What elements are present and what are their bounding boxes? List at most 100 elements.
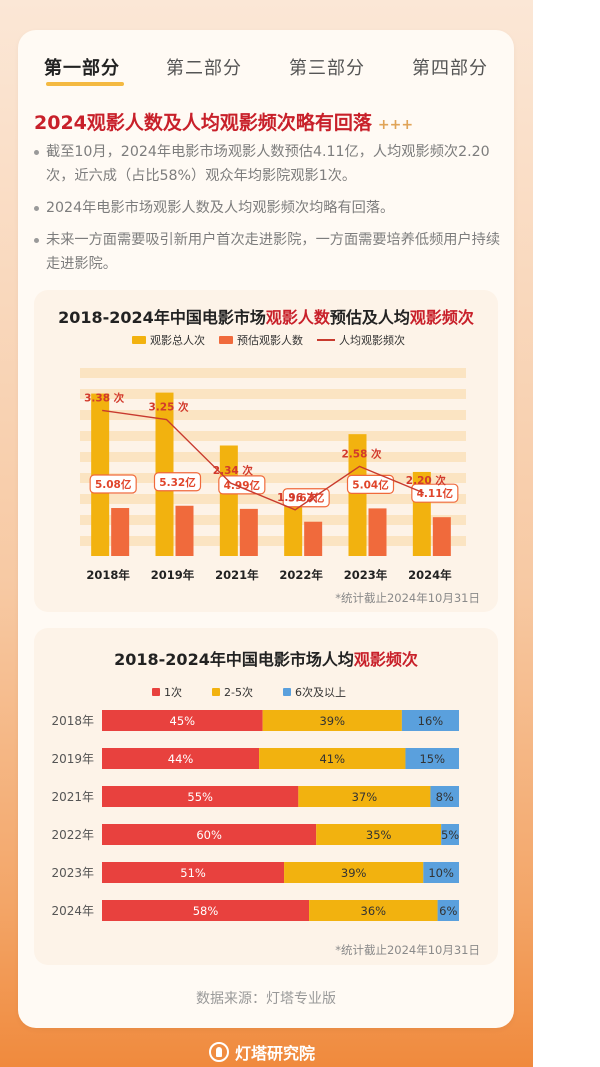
legend-item: 预估观影人数	[219, 332, 303, 348]
line-label: 3.38 次	[84, 391, 125, 404]
legend-swatch	[219, 336, 233, 344]
tab-part-2[interactable]: 第二部分	[166, 58, 242, 79]
section-tabs: 第一部分 第二部分 第三部分 第四部分	[18, 38, 514, 88]
segment-label: 35%	[366, 828, 392, 842]
segment-label: 58%	[193, 904, 219, 918]
frequency-chart-panel: 2018-2024年中国电影市场人均观影频次 1次 2-5次 6次及以上 201…	[34, 628, 498, 965]
grid-band	[80, 410, 466, 420]
grid-band	[80, 473, 466, 483]
data-label-box	[218, 475, 266, 495]
data-label-box	[89, 474, 137, 494]
grid-band	[80, 515, 466, 525]
y-tick-label: 2019年	[51, 752, 94, 766]
segment-label: 44%	[168, 752, 194, 766]
stack-segment-1	[102, 862, 285, 883]
legend-item: 观影总人次	[132, 332, 205, 348]
audience-chart-title: 2018-2024年中国电影市场观影人数预估及人均观影频次	[34, 304, 498, 328]
bar-audience-estimate	[111, 508, 130, 556]
legend-label: 预估观影人数	[237, 334, 303, 347]
title-highlight: 观影频次	[353, 650, 418, 669]
title-highlight: 观影人数	[265, 308, 330, 327]
stack-segment-1	[102, 824, 317, 845]
title-part: 2018-2024年中国电影市场	[58, 308, 266, 327]
y-tick-label: 2018年	[51, 714, 94, 728]
audience-chart: 5.08亿 2018年 5.32亿 2019年 4.99亿 2021年 3.63亿 2022年…	[80, 368, 466, 582]
y-tick-label: 2022年	[51, 828, 94, 842]
data-label: 5.32亿	[159, 476, 196, 489]
brand-logo: 灯塔研究院	[209, 1040, 315, 1064]
stack-segment-1	[102, 748, 260, 769]
bullet-list: 截至10月，2024年电影市场观影人数预估4.11亿，人均观影频次2.20次，近…	[34, 140, 502, 284]
x-tick-label: 2021年	[215, 568, 259, 582]
chart-note: *统计截止2024年10月31日	[335, 591, 480, 605]
data-label-box	[153, 472, 202, 492]
legend-item: 2-5次	[212, 684, 253, 700]
title-part: 预估及人均	[329, 308, 410, 327]
audience-chart-panel: 2018-2024年中国电影市场观影人数预估及人均观影频次 观影总人次 预估观影…	[34, 290, 498, 612]
legend-label: 人均观影频次	[339, 334, 405, 347]
legend-swatch	[282, 688, 291, 696]
chart-note: *统计截止2024年10月31日	[335, 943, 480, 957]
data-label-box	[411, 483, 459, 503]
stack-segment-2	[284, 862, 424, 883]
segment-label: 16%	[418, 714, 444, 728]
x-tick-label: 2019年	[151, 568, 195, 582]
stack-segment-3	[401, 710, 459, 731]
grid-band	[80, 431, 466, 441]
section-headline: 2024观影人数及人均观影频次略有回落 +++	[34, 108, 413, 135]
title-part: 2018-2024年中国电影市场人均	[114, 650, 354, 669]
bullet-item: 2024年电影市场观影人数及人均观影频次均略有回落。	[34, 196, 502, 220]
data-label: 4.11亿	[417, 487, 454, 500]
stack-segment-3	[441, 824, 459, 845]
segment-label: 15%	[419, 752, 445, 766]
legend-label: 6次及以上	[294, 686, 346, 699]
frequency-chart-title: 2018-2024年中国电影市场人均观影频次	[34, 646, 498, 670]
tab-part-4[interactable]: 第四部分	[412, 58, 488, 79]
headline-text: 2024观影人数及人均观影频次略有回落	[34, 112, 372, 134]
grid-band	[80, 452, 466, 462]
line-label: 1.96 次	[277, 491, 318, 504]
stack-segment-2	[262, 710, 402, 731]
legend-item: 6次及以上	[282, 684, 346, 700]
frequency-chart-legend: 1次 2-5次 6次及以上	[152, 684, 346, 700]
segment-label: 5%	[441, 828, 459, 842]
tab-part-1[interactable]: 第一部分	[44, 58, 120, 79]
segment-label: 10%	[428, 866, 454, 880]
legend-label: 1次	[164, 686, 182, 699]
stack-segment-3	[405, 748, 459, 769]
data-label-box	[282, 488, 330, 508]
stack-segment-1	[102, 900, 310, 921]
grid-band	[80, 494, 466, 504]
x-tick-label: 2018年	[86, 568, 130, 582]
stack-segment-3	[430, 786, 459, 807]
data-label: 3.63亿	[288, 492, 325, 505]
stack-segment-2	[298, 786, 431, 807]
audience-chart-legend: 观影总人次 预估观影人数 人均观影频次	[132, 332, 405, 348]
y-tick-label: 2021年	[51, 790, 94, 804]
bullet-item: 截至10月，2024年电影市场观影人数预估4.11亿，人均观影频次2.20次，近…	[34, 140, 502, 188]
bar-audience-estimate	[304, 521, 323, 556]
bar-total-admissions	[348, 434, 367, 556]
stack-segment-1	[102, 786, 299, 807]
stack-segment-3	[423, 862, 459, 883]
bar-audience-estimate	[239, 508, 258, 556]
line-label: 2.58 次	[341, 447, 382, 460]
legend-swatch	[152, 688, 160, 696]
y-tick-label: 2024年	[51, 904, 94, 918]
bar-total-admissions	[219, 445, 238, 556]
legend-swatch	[212, 688, 220, 696]
grid-band	[80, 368, 466, 378]
x-tick-label: 2024年	[408, 568, 452, 582]
segment-label: 37%	[352, 790, 378, 804]
brand-name: 灯塔研究院	[235, 1044, 316, 1063]
tab-part-3[interactable]: 第三部分	[289, 58, 365, 79]
stack-segment-1	[102, 710, 263, 731]
data-label: 5.04亿	[352, 478, 389, 491]
segment-label: 60%	[196, 828, 222, 842]
frequency-line	[102, 409, 425, 511]
x-tick-label: 2023年	[344, 568, 388, 582]
legend-item: 人均观影频次	[317, 332, 405, 348]
stack-segment-2	[259, 748, 406, 769]
segment-label: 36%	[361, 904, 387, 918]
stack-segment-3	[437, 900, 459, 921]
